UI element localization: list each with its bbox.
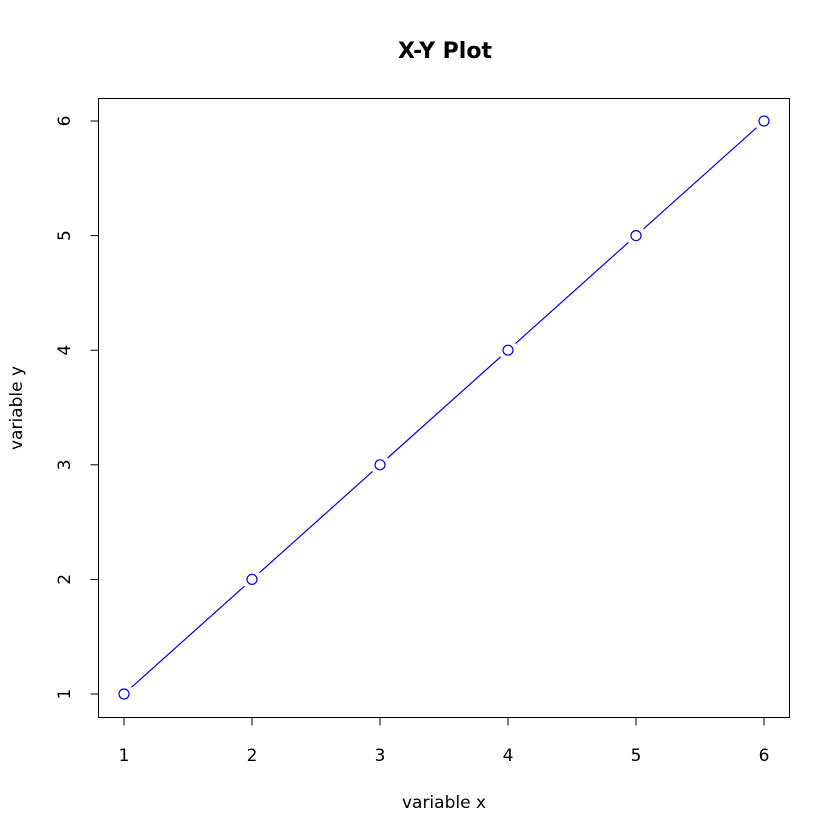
series-line-segment — [515, 241, 629, 344]
y-tick-label: 6 — [55, 116, 75, 127]
x-tick-label: 3 — [375, 746, 386, 766]
series-line-segment — [643, 127, 757, 230]
x-tick-label: 4 — [503, 746, 514, 766]
series-line-segment — [131, 585, 245, 688]
y-tick-label: 3 — [55, 459, 75, 470]
x-tick-label: 1 — [119, 746, 130, 766]
data-point — [758, 115, 770, 127]
series-line-segment — [387, 356, 501, 459]
data-point — [246, 573, 258, 586]
y-axis: 1 2 3 4 5 6 — [55, 116, 99, 700]
y-tick-label: 4 — [55, 345, 75, 356]
data-point — [630, 230, 642, 242]
data-point — [118, 688, 130, 700]
chart-title: X-Y Plot — [398, 39, 492, 64]
y-tick-label: 1 — [55, 689, 75, 700]
y-axis-label: variable y — [7, 366, 27, 450]
x-tick-label: 2 — [247, 746, 258, 766]
x-tick-label: 5 — [631, 746, 642, 766]
series-layer — [118, 115, 770, 700]
x-axis: 1 2 3 4 5 6 — [119, 717, 770, 766]
y-tick-label: 2 — [55, 574, 75, 585]
data-point — [502, 344, 514, 356]
x-axis-label: variable x — [402, 793, 486, 813]
data-point — [374, 459, 386, 471]
series-line-segment — [259, 471, 373, 574]
y-tick-label: 5 — [55, 230, 75, 241]
x-tick-label: 6 — [759, 746, 770, 766]
